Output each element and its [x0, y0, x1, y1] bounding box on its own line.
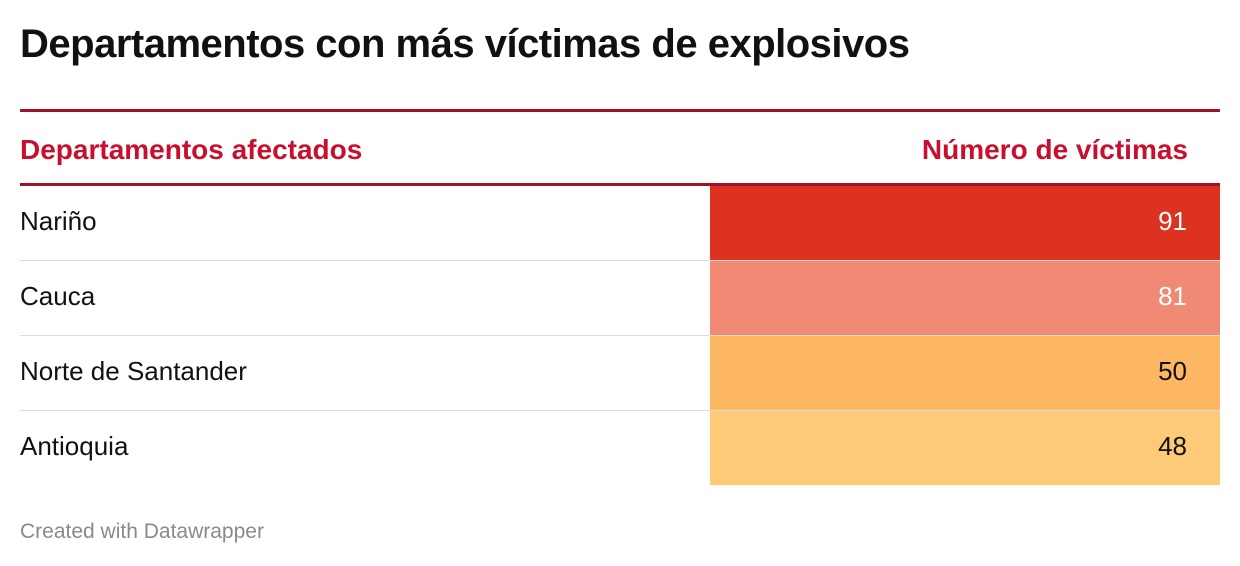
value-label: 48: [1158, 431, 1187, 461]
table-header-row: Departamentos afectados Número de víctim…: [20, 112, 1220, 186]
table-row: Nariño 91: [20, 186, 1220, 261]
footer-credit: Created with Datawrapper: [20, 520, 264, 543]
table-row: Antioquia 48: [20, 411, 1220, 485]
value-cell: 91: [710, 186, 1220, 260]
column-header-victims: Número de víctimas: [921, 134, 1188, 165]
value-cell: 50: [710, 336, 1220, 410]
row-label: Cauca: [20, 281, 96, 311]
data-table: Departamentos afectados Número de víctim…: [20, 109, 1220, 485]
value-label: 81: [1158, 281, 1187, 311]
table-row: Norte de Santander 50: [20, 336, 1220, 411]
chart-title: Departamentos con más víctimas de explos…: [20, 22, 910, 66]
row-label: Antioquia: [20, 431, 129, 461]
table-row: Cauca 81: [20, 261, 1220, 336]
column-header-departments: Departamentos afectados: [20, 134, 363, 165]
value-cell: 48: [710, 411, 1220, 485]
row-label: Nariño: [20, 206, 97, 236]
value-label: 50: [1158, 356, 1187, 386]
table-top-rule: [20, 109, 1220, 112]
row-label: Norte de Santander: [20, 356, 247, 386]
value-cell: 81: [710, 261, 1220, 335]
value-label: 91: [1158, 206, 1187, 236]
